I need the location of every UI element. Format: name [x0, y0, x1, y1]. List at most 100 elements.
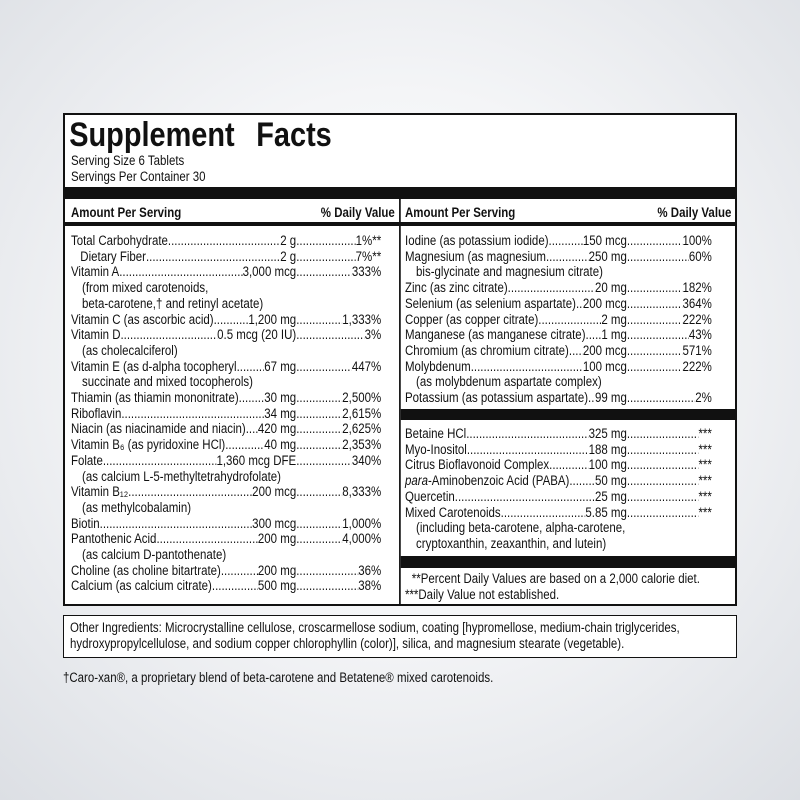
nutrient-row: Selenium (as selenium aspartate) 200 mcg 3…: [405, 296, 712, 312]
dv-cell: 222%: [627, 311, 712, 328]
nutrient-row: Total Carbohydrate 2 g 1%**: [71, 233, 381, 249]
dv-cell: 571%: [627, 343, 711, 359]
amount: 67 mg: [264, 358, 297, 374]
leader-dots: [627, 390, 695, 406]
divider-bar: [400, 409, 735, 420]
leader-dots: [296, 531, 342, 547]
leader-dots: [549, 457, 588, 473]
nutrient-row: Betaine HCl 325 mg ***: [405, 426, 712, 442]
nutrient-row: Potassium (as potassium aspartate) 99 mg 2…: [405, 390, 712, 406]
leader-dots: [296, 421, 342, 437]
title: Supplement Facts: [69, 116, 332, 154]
amount: 2 g: [280, 233, 297, 248]
column-header: Amount Per Serving % Daily Value: [71, 205, 395, 220]
leader-dots: [466, 426, 588, 442]
nutrient-note: succinate and mixed tocopherols): [82, 374, 253, 390]
daily-value: 222%: [682, 311, 712, 327]
dv-cell: 1,333%: [296, 312, 381, 328]
leader-dots: [627, 280, 683, 296]
daily-value: 222%: [682, 358, 712, 374]
amount: 1,360 mcg DFE: [216, 452, 297, 468]
leader-dots: [627, 426, 699, 442]
nutrient-name: Potassium (as potassium aspartate): [405, 390, 589, 406]
dv-cell: 333%: [296, 264, 381, 280]
nutrient-name: Vitamin A: [70, 264, 120, 280]
leader-dots: [296, 578, 358, 594]
dv-cell: ***: [627, 488, 712, 505]
leader-dots: [296, 437, 342, 453]
amount: 300 mcg: [252, 515, 297, 531]
leader-dots: [627, 359, 683, 375]
amount: 2 g: [280, 248, 297, 264]
daily-value: ***: [698, 488, 712, 504]
leader-dots: [296, 390, 342, 406]
dv-cell: ***: [627, 505, 711, 521]
nutrient-name: Dietary Fiber: [80, 248, 146, 264]
leader-dots: [237, 359, 265, 375]
amount: 50 mg: [594, 473, 627, 489]
dv-cell: 36%: [296, 563, 381, 579]
leader-dots: [546, 249, 589, 265]
amount: 5.85 mg: [585, 504, 627, 520]
nutrient-name: Magnesium (as magnesium: [405, 248, 546, 264]
daily-value: 100%: [682, 233, 712, 248]
dv-header: % Daily Value: [657, 205, 732, 220]
nutrient-name: Manganese (as manganese citrate): [405, 327, 586, 343]
dv-cell: 60%: [627, 249, 712, 265]
daily-value: 3%: [364, 327, 382, 343]
nutrient-name: Zinc (as zinc citrate): [405, 280, 508, 296]
dv-cell: 2,615%: [296, 406, 381, 422]
column-divider: [399, 199, 401, 604]
daily-value: 60%: [688, 248, 712, 264]
nutrient-row: Calcium (as calcium citrate) 500 mg 38%: [71, 578, 381, 594]
amount: 188 mg: [588, 441, 627, 457]
amount: 99 mg: [594, 390, 627, 406]
nutrient-name: Choline (as choline bitartrate): [70, 562, 221, 578]
nutrient-row: Copper (as copper citrate) 2 mg 222%: [405, 312, 712, 328]
amount: 3,000 mcg: [242, 264, 297, 280]
panel-content: Supplement Facts Serving Size 6 Tablets …: [65, 115, 735, 604]
daily-value: 1,000%: [342, 515, 382, 531]
leader-dots: [508, 280, 595, 296]
leader-dots: [455, 489, 595, 505]
leader-dots: [120, 327, 217, 343]
leader-dots: [239, 390, 265, 406]
dv-cell: 4,000%: [296, 531, 381, 547]
daily-value: 1,333%: [342, 311, 382, 327]
nutrient-list: Betaine HCl 325 mg *** Myo-Inositol 188 mg **…: [405, 426, 712, 552]
daily-value: ***: [698, 457, 712, 473]
nutrient-name: -Aminobenzoic Acid (PABA): [427, 473, 570, 489]
nutrient-note: (from mixed carotenoids,: [82, 280, 209, 296]
nutrient-name: Vitamin E (as d-alpha tocopheryl: [70, 358, 237, 374]
dv-cell: 1,000%: [296, 516, 381, 532]
daily-value: 2%: [695, 390, 712, 406]
dv-cell: 43%: [627, 327, 712, 343]
dv-cell: ***: [627, 457, 712, 473]
daily-value: 2,353%: [342, 437, 382, 453]
nutrient-row: para-Aminobenzoic Acid (PABA) 50 mg ***: [405, 473, 712, 489]
nutrient-row: Chromium (as chromium citrate) 200 mcg 571…: [405, 343, 712, 359]
dagger-note: †Caro-xan®, a proprietary blend of beta-…: [63, 670, 494, 685]
nutrient-row: Quercetin 25 mg ***: [405, 489, 712, 505]
leader-dots: [246, 421, 258, 437]
leader-dots: [128, 484, 252, 500]
daily-value: 7%**: [355, 248, 382, 264]
dv-cell: 447%: [296, 359, 381, 375]
nutrient-name: Quercetin: [405, 488, 455, 504]
amount: 100 mcg: [582, 358, 627, 374]
nutrient-note: (as molybdenum aspartate complex): [416, 374, 602, 390]
nutrient-row: Vitamin A 3,000 mcg 333%: [71, 264, 381, 280]
nutrient-note: beta-carotene,† and retinyl acetate): [82, 295, 264, 311]
serving-size: Serving Size 6 Tablets: [70, 153, 185, 168]
nutrient-row: Magnesium (as magnesium 250 mg 60%: [405, 249, 712, 265]
divider-bar: [65, 187, 735, 199]
leader-dots: [569, 343, 583, 359]
amount: 200 mg: [257, 531, 297, 547]
other-ingredients: Other Ingredients: Microcrystalline cell…: [70, 620, 680, 651]
daily-value: 2,625%: [342, 421, 382, 437]
leader-dots: [586, 327, 602, 343]
dv-cell: 1%**: [296, 233, 382, 249]
nutrient-note: (as cholecalciferol): [82, 342, 178, 358]
column-header: Amount Per Serving % Daily Value: [405, 205, 731, 220]
